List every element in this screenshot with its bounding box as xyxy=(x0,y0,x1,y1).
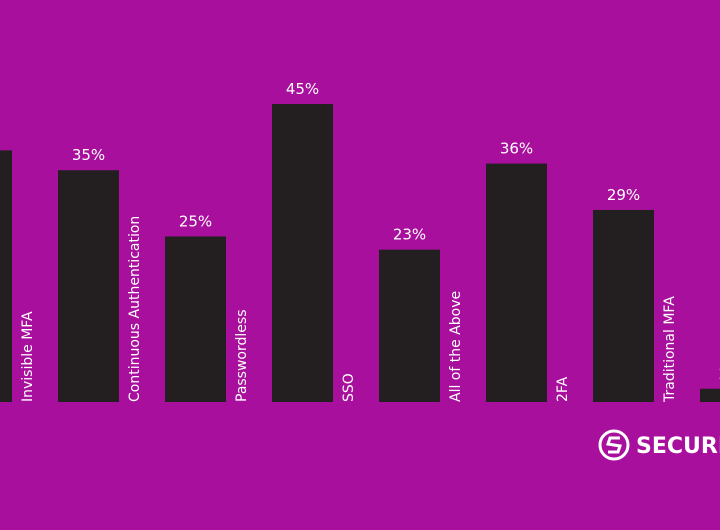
category-label: Traditional MFA xyxy=(662,296,678,403)
category-label: Invisible MFA xyxy=(20,311,36,402)
bar xyxy=(700,388,720,402)
bar xyxy=(165,236,226,402)
bar xyxy=(272,104,333,402)
category-label: Passwordless xyxy=(234,310,250,402)
value-label: 36% xyxy=(500,140,533,158)
category-label: All of the Above xyxy=(448,291,464,402)
value-label: 23% xyxy=(393,226,426,244)
bar xyxy=(486,163,547,402)
value-label: 25% xyxy=(179,212,212,230)
category-label: 2FA xyxy=(555,376,571,402)
category-label: SSO xyxy=(341,373,357,402)
value-label: 35% xyxy=(72,146,105,164)
logo: SECURE xyxy=(598,429,720,461)
category-label: Continuous Authentication xyxy=(127,216,143,402)
bar xyxy=(593,209,654,402)
value-label: 29% xyxy=(607,186,640,204)
bar xyxy=(379,249,440,402)
logo-icon-s xyxy=(606,436,622,454)
value-label: 45% xyxy=(286,80,319,98)
value-label: 2% xyxy=(719,365,720,383)
bar xyxy=(0,150,12,402)
logo-text: SECURE xyxy=(636,434,720,459)
bar xyxy=(58,170,119,402)
logo-icon xyxy=(598,429,630,461)
